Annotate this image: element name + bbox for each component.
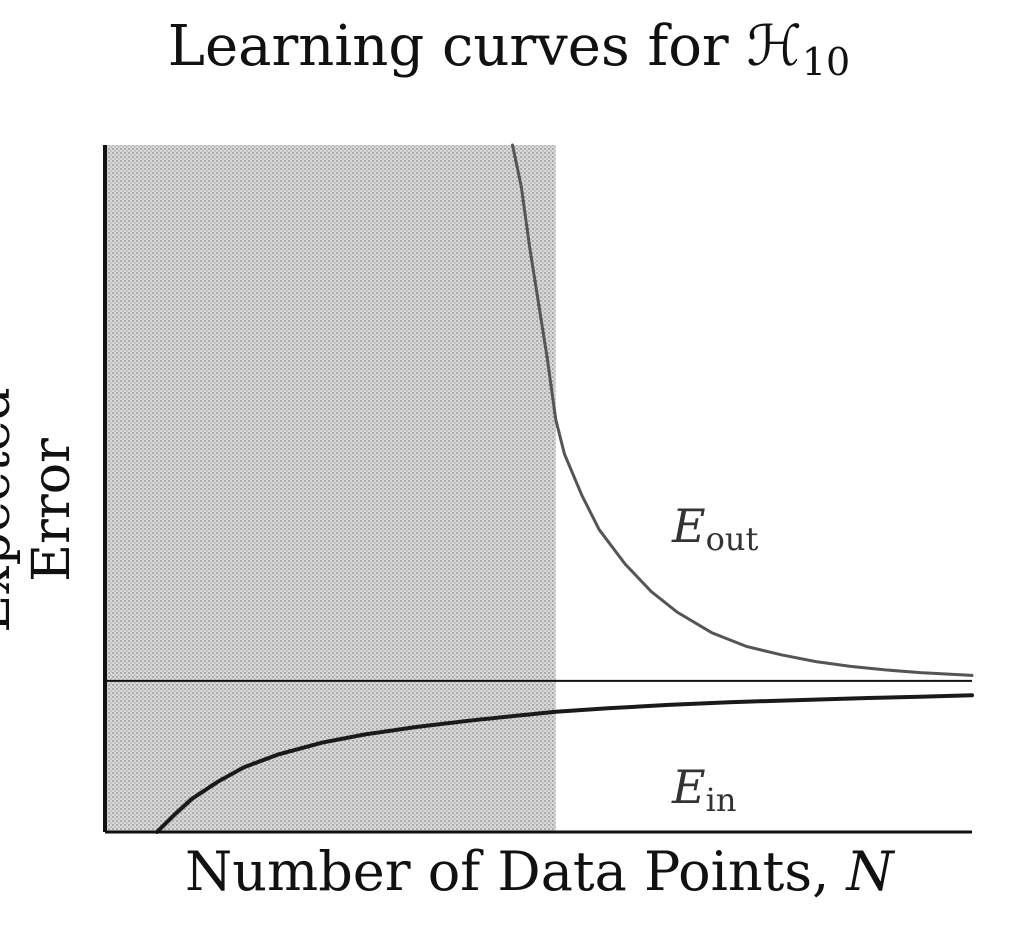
series-eout-line: [511, 143, 974, 677]
chart-title-text: Learning curves for ℋ: [167, 14, 802, 79]
series-ein-line: [155, 693, 974, 834]
series-ein-label: Ein: [671, 760, 736, 819]
chart-title: Learning curves for ℋ10: [0, 14, 1018, 84]
chart-title-subscript: 10: [801, 40, 851, 84]
x-axis-label: Number of Data Points, N: [185, 840, 1005, 903]
x-axis-label-text: Number of Data Points,: [185, 840, 847, 903]
shaded-region: [105, 145, 556, 832]
x-axis-label-variable: N: [846, 840, 894, 903]
series-eout-label: Eout: [671, 499, 758, 558]
